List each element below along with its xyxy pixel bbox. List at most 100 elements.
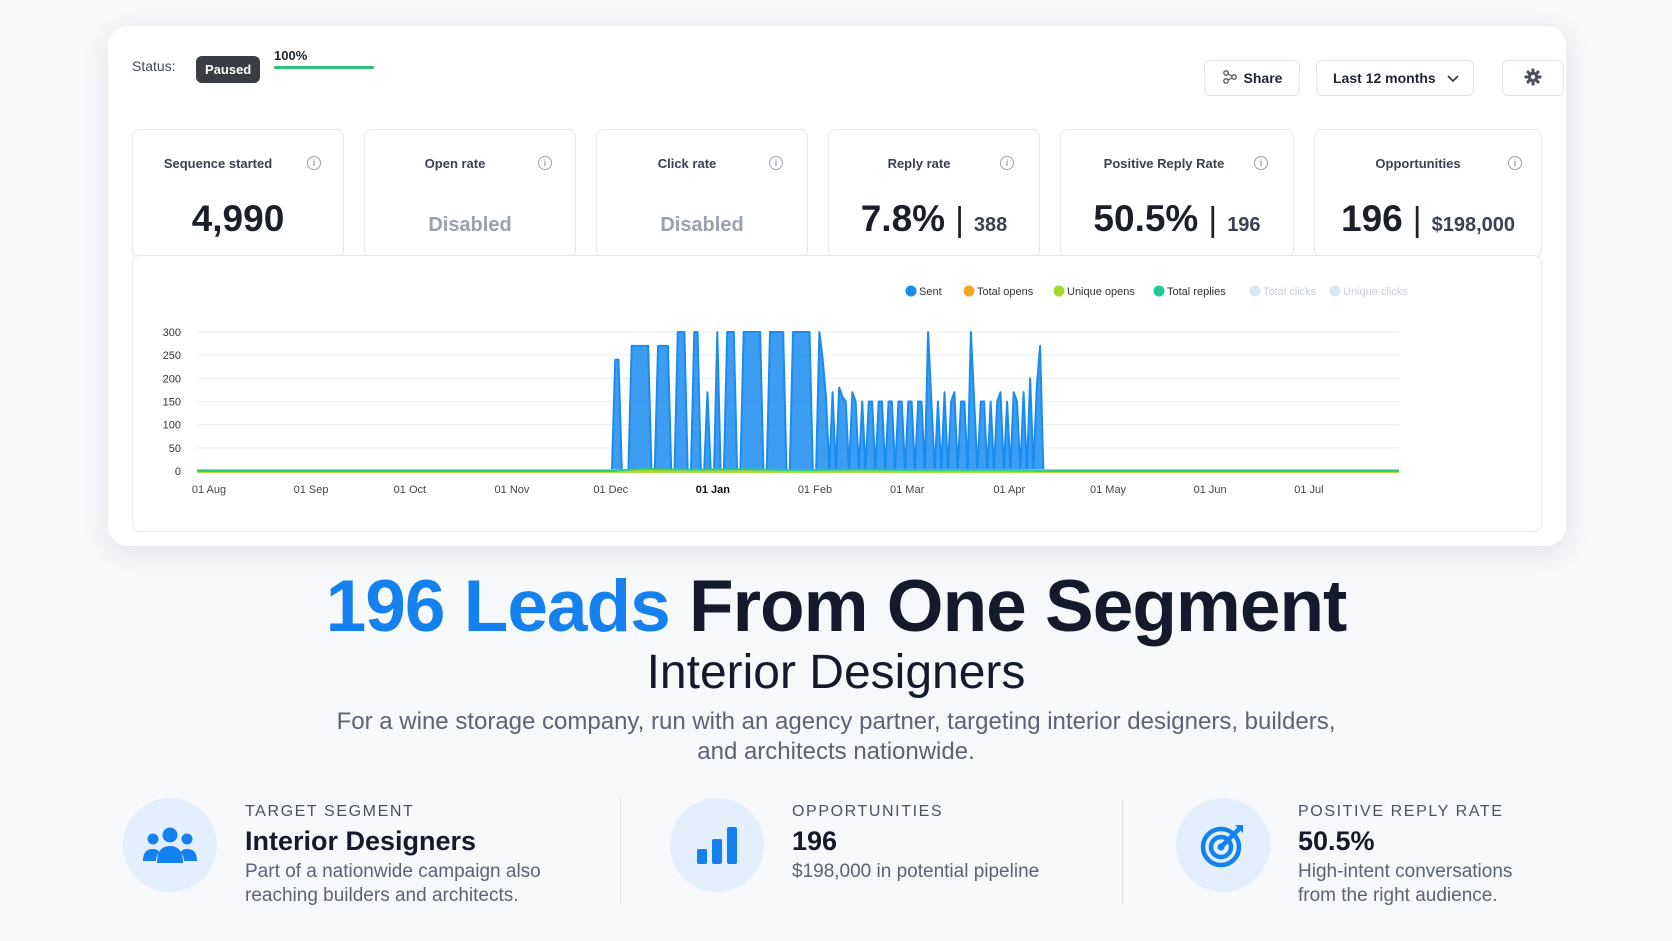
x-tick-label: 01 Oct (394, 484, 426, 496)
headline: 196 Leads From One Segment (0, 565, 1672, 648)
stat-value: Disabled (428, 214, 512, 236)
x-tick-label: 01 Jan (696, 484, 731, 496)
info-icon[interactable]: i (1000, 156, 1014, 170)
legend-marker (1153, 285, 1165, 297)
feature-text: High-intent conversations from the right… (1298, 861, 1513, 906)
y-tick-label: 300 (163, 327, 181, 339)
dashboard-toolbar: Status: Paused 100% Share Last 12 months (132, 44, 1564, 96)
stat-sub-value: $198,000 (1431, 214, 1515, 236)
legend-label: Sent (919, 286, 942, 298)
y-tick-label: 150 (163, 397, 181, 409)
subheadline: Interior Designers (646, 646, 1026, 699)
status-badge[interactable]: Paused (196, 56, 261, 83)
stat-separator: | (955, 201, 964, 239)
stat-title: Opportunities (1375, 156, 1461, 171)
progress-percent: 100% (274, 48, 308, 63)
share-label: Share (1243, 70, 1283, 86)
x-tick-label: 01 Nov (495, 484, 530, 496)
gear-icon (1524, 68, 1542, 89)
feature-kicker: POSITIVE REPLY RATE (1298, 803, 1504, 820)
y-tick-label: 50 (169, 443, 181, 455)
campaign-progress: 100% (274, 48, 374, 69)
stat-value: 50.5% | 196 (1061, 198, 1293, 240)
x-tick-label: 01 Sep (294, 484, 329, 496)
info-icon[interactable]: i (1508, 156, 1522, 170)
info-icon[interactable]: i (769, 156, 783, 170)
info-icon[interactable]: i (307, 156, 321, 170)
x-tick-label: 01 Mar (890, 484, 925, 496)
users-icon (123, 798, 217, 892)
y-tick-label: 0 (175, 466, 181, 478)
stat-opportunities: Opportunities i 196 | $198,000 (1314, 129, 1542, 258)
target-icon (1176, 798, 1270, 892)
feature-title: 196 (792, 826, 838, 856)
feature-title: 50.5% (1298, 826, 1375, 856)
progress-track (274, 66, 374, 69)
stat-open-rate: Open rate i Disabled (364, 129, 576, 258)
stat-title: Positive Reply Rate (1103, 156, 1225, 171)
feature-target-segment: TARGET SEGMENT Interior Designers Part o… (123, 796, 593, 906)
legend-label: Total clicks (1263, 286, 1317, 298)
stat-title: Click rate (657, 156, 717, 171)
stat-title: Reply rate (887, 156, 951, 171)
x-tick-label: 01 Apr (993, 484, 1025, 496)
stat-value: 196 | $198,000 (1315, 198, 1541, 240)
activity-chart: 300 250 200 150 100 50 0 01 Aug 01 Sep 01 Oct 01 N… (132, 255, 1542, 532)
description: For a wine storage company, run with an … (336, 708, 1336, 765)
stat-main-value: 50.5% (1093, 198, 1199, 239)
stat-title: Sequence started (163, 156, 273, 171)
info-icon[interactable]: i (1254, 156, 1268, 170)
stat-title: Open rate (424, 156, 486, 171)
stat-separator: | (1208, 201, 1218, 239)
activity-chart-svg: 300 250 200 150 100 50 0 01 Aug 01 Sep 01 Oct 01 N… (163, 285, 1408, 496)
feature-kicker: TARGET SEGMENT (245, 803, 415, 820)
stat-reply-rate: Reply rate i 7.8% | 388 (828, 129, 1040, 258)
legend-marker (905, 285, 917, 297)
legend-label: Unique opens (1067, 286, 1135, 298)
status-label: Status: (132, 58, 176, 74)
stat-main-value: 7.8% (860, 198, 946, 239)
feature-opportunities: OPPORTUNITIES 196 $198,000 in potential … (670, 796, 1120, 906)
x-tick-label: 01 Jun (1194, 484, 1227, 496)
stat-value: 7.8% | 388 (829, 198, 1039, 240)
legend-label: Total opens (977, 286, 1034, 298)
stat-sub-value: 388 (973, 214, 1008, 236)
stat-positive-reply-rate: Positive Reply Rate i 50.5% | 196 (1060, 129, 1294, 258)
feature-divider (620, 798, 621, 904)
y-tick-label: 250 (163, 350, 181, 362)
chevron-down-icon (1447, 70, 1459, 86)
stat-separator: | (1412, 201, 1422, 239)
x-tick-label: 01 May (1090, 484, 1127, 496)
feature-text: $198,000 in potential pipeline (792, 861, 1040, 882)
legend-marker (1249, 285, 1261, 297)
share-icon (1222, 69, 1238, 88)
settings-button[interactable] (1502, 60, 1564, 96)
x-tick-label: 01 Dec (593, 484, 628, 496)
headline-rest: From One Segment (689, 566, 1347, 647)
x-tick-label: 01 Jul (1294, 484, 1323, 496)
feature-title: Interior Designers (245, 826, 477, 856)
stat-click-rate: Click rate i Disabled (596, 129, 808, 258)
legend-marker (1053, 285, 1065, 297)
stat-sub-value: 196 (1227, 214, 1261, 236)
series-total-replies-line (197, 467, 1399, 472)
y-tick-label: 100 (163, 420, 181, 432)
stat-main-value: 196 (1341, 198, 1403, 239)
x-tick-label: 01 Aug (192, 484, 226, 496)
date-range-label: Last 12 months (1333, 70, 1436, 86)
legend-label: Total replies (1167, 286, 1226, 298)
stat-value: Disabled (660, 214, 744, 236)
x-tick-label: 01 Feb (798, 484, 832, 496)
feature-divider (1122, 798, 1123, 904)
campaign-dashboard-card: Status: Paused 100% Share Last 12 months (108, 26, 1566, 546)
bar-chart-icon (670, 798, 764, 892)
feature-kicker: OPPORTUNITIES (792, 803, 944, 820)
legend-label: Unique clicks (1343, 286, 1408, 298)
share-button[interactable]: Share (1204, 60, 1300, 96)
legend-marker (1329, 285, 1341, 297)
legend-marker (963, 285, 975, 297)
series-sent-area (610, 331, 1048, 472)
info-icon[interactable]: i (538, 156, 552, 170)
feature-text: Part of a nationwide campaign also reach… (245, 861, 541, 906)
date-range-select[interactable]: Last 12 months (1316, 60, 1474, 96)
